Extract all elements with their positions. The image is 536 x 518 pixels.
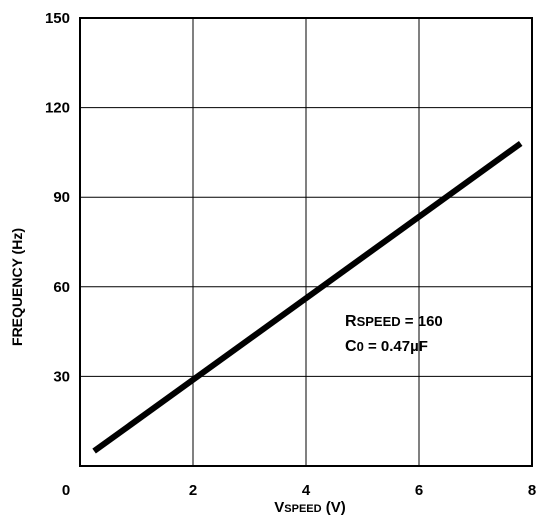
annotation-c0-main: C [345, 338, 357, 355]
y-tick-label: 30 [53, 368, 70, 385]
annotation-c0: C0 = 0.47µF [345, 338, 428, 355]
x-tick-label: 6 [415, 482, 423, 499]
annotation-rspeed: RSPEED = 160 [345, 313, 443, 330]
y-tick-label: 60 [53, 279, 70, 296]
annotation-rspeed-sub: SPEED [357, 314, 401, 329]
y-axis-label: FREQUENCY (Hz) [9, 228, 25, 346]
x-tick-label: 4 [302, 482, 311, 499]
x-axis-label-sub: SPEED [284, 503, 321, 515]
annotation-c0-sub: 0 [357, 339, 364, 354]
y-tick-label: 150 [45, 10, 70, 27]
plot-frame [79, 17, 533, 467]
x-tick-label: 8 [528, 482, 536, 499]
x-axis-label: VSPEED (V) [274, 499, 345, 516]
grid-lines [80, 18, 532, 466]
tick-labels: 0 2 4 6 8 30 60 90 120 150 [45, 10, 536, 499]
y-tick-label: 120 [45, 100, 70, 117]
x-tick-label: 0 [62, 482, 70, 499]
series-line [92, 140, 523, 454]
x-axis-label-main: V [274, 499, 284, 516]
annotation-rspeed-main: R [345, 313, 357, 330]
x-axis-label-unit: (V) [322, 499, 346, 516]
annotation-rspeed-value: = 160 [401, 313, 443, 330]
x-tick-label: 2 [189, 482, 197, 499]
y-tick-label: 90 [53, 189, 70, 206]
annotation-c0-value: = 0.47µF [364, 338, 428, 355]
